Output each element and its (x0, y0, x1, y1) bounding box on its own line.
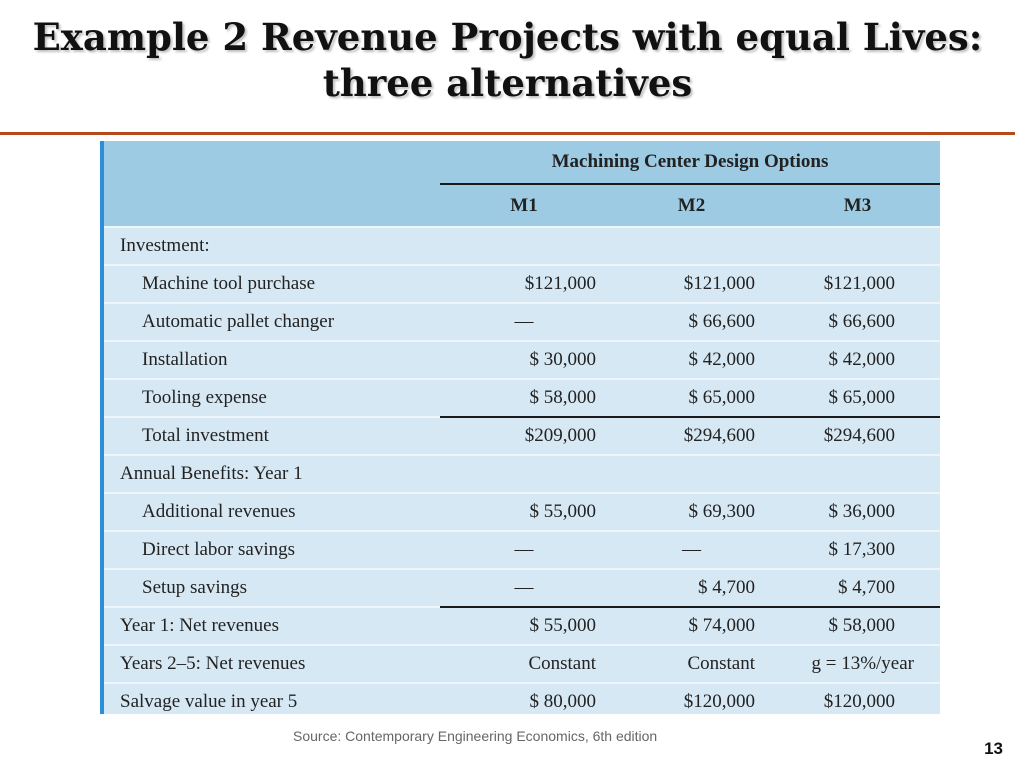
row-label: Annual Benefits: Year 1 (104, 454, 440, 493)
cell-m3: g = 13%/year (775, 644, 940, 683)
table-row: Automatic pallet changer — $ 66,600 $ 66… (104, 302, 940, 341)
row-label: Total investment (104, 416, 440, 455)
cell-m2: $ 74,000 (608, 606, 775, 645)
table-row: Salvage value in year 5 $ 80,000 $120,00… (104, 682, 940, 720)
source-citation: Source: Contemporary Engineering Economi… (293, 728, 658, 744)
row-label: Installation (104, 340, 440, 379)
row-label: Year 1: Net revenues (104, 606, 440, 645)
cell-m2 (608, 226, 775, 265)
cell-m3: $294,600 (775, 416, 940, 455)
table-row: Annual Benefits: Year 1 (104, 454, 940, 493)
cell-m3: $ 36,000 (775, 492, 940, 531)
cell-m2: $121,000 (608, 264, 775, 303)
table-row: Year 1: Net revenues $ 55,000 $ 74,000 $… (104, 606, 940, 645)
row-label: Salvage value in year 5 (104, 682, 440, 720)
row-label: Machine tool purchase (104, 264, 440, 303)
slide-title: Example 2 Revenue Projects with equal Li… (0, 14, 1015, 106)
cell-m3 (775, 454, 940, 493)
cell-m2: $ 65,000 (608, 378, 775, 418)
cell-m2: $294,600 (608, 416, 775, 455)
table-row: Investment: (104, 226, 940, 265)
table-row: Machine tool purchase $121,000 $121,000 … (104, 264, 940, 303)
cell-m2: $120,000 (608, 682, 775, 720)
cell-m3: $ 4,700 (775, 568, 940, 608)
cell-m1: $209,000 (440, 416, 608, 455)
row-label: Years 2–5: Net revenues (104, 644, 440, 683)
cell-m2: $ 4,700 (608, 568, 775, 608)
cell-m2: $ 66,600 (608, 302, 775, 341)
row-label: Setup savings (104, 568, 440, 607)
cell-m2: Constant (608, 644, 775, 683)
column-header-m1: M1 (440, 184, 608, 227)
table-row: Total investment $209,000 $294,600 $294,… (104, 416, 940, 455)
cell-m3: $121,000 (775, 264, 940, 303)
cell-m2 (608, 454, 775, 493)
header-spacer-2 (104, 184, 440, 227)
cell-m1: $121,000 (440, 264, 608, 303)
row-label: Automatic pallet changer (104, 302, 440, 341)
column-header-m2: M2 (608, 184, 775, 227)
cell-m1: Constant (440, 644, 608, 683)
cell-m2: $ 69,300 (608, 492, 775, 531)
cell-m1: $ 30,000 (440, 340, 608, 379)
cell-m3: $ 42,000 (775, 340, 940, 379)
table-row: Installation $ 30,000 $ 42,000 $ 42,000 (104, 340, 940, 379)
table-row: Tooling expense $ 58,000 $ 65,000 $ 65,0… (104, 378, 940, 418)
cell-m3 (775, 226, 940, 265)
row-label: Additional revenues (104, 492, 440, 531)
slide-title-line2: three alternatives (322, 61, 693, 105)
cell-m2: $ 42,000 (608, 340, 775, 379)
cell-m1: $ 58,000 (440, 378, 608, 418)
cell-m1 (440, 454, 608, 493)
cell-m1: $ 55,000 (440, 492, 608, 531)
table-row: Years 2–5: Net revenues Constant Constan… (104, 644, 940, 683)
page-number: 13 (984, 739, 1003, 758)
cell-m3: $ 17,300 (775, 530, 940, 569)
row-label: Investment: (104, 226, 440, 265)
cell-m1: $ 55,000 (440, 606, 608, 645)
cell-m1: — (440, 530, 608, 569)
header-spacer (104, 141, 440, 184)
title-divider (0, 132, 1015, 135)
options-table: Machining Center Design Options M1 M2 M3… (104, 141, 940, 720)
column-header-m3: M3 (775, 184, 940, 227)
cell-m2: — (608, 530, 775, 569)
cell-m3: $ 66,600 (775, 302, 940, 341)
table-row: Additional revenues $ 55,000 $ 69,300 $ … (104, 492, 940, 531)
table-row: Direct labor savings — — $ 17,300 (104, 530, 940, 569)
cell-m1 (440, 226, 608, 265)
row-label: Direct labor savings (104, 530, 440, 569)
cell-m3: $120,000 (775, 682, 940, 720)
design-options-table: Machining Center Design Options M1 M2 M3… (100, 141, 940, 720)
cell-m1: $ 80,000 (440, 682, 608, 720)
cell-m3: $ 58,000 (775, 606, 940, 645)
slide-title-line1: Example 2 Revenue Projects with equal Li… (32, 15, 983, 59)
cell-m3: $ 65,000 (775, 378, 940, 418)
cell-m1: — (440, 568, 608, 608)
cell-m1: — (440, 302, 608, 341)
group-header: Machining Center Design Options (440, 141, 940, 185)
table-row: Setup savings — $ 4,700 $ 4,700 (104, 568, 940, 608)
row-label: Tooling expense (104, 378, 440, 417)
